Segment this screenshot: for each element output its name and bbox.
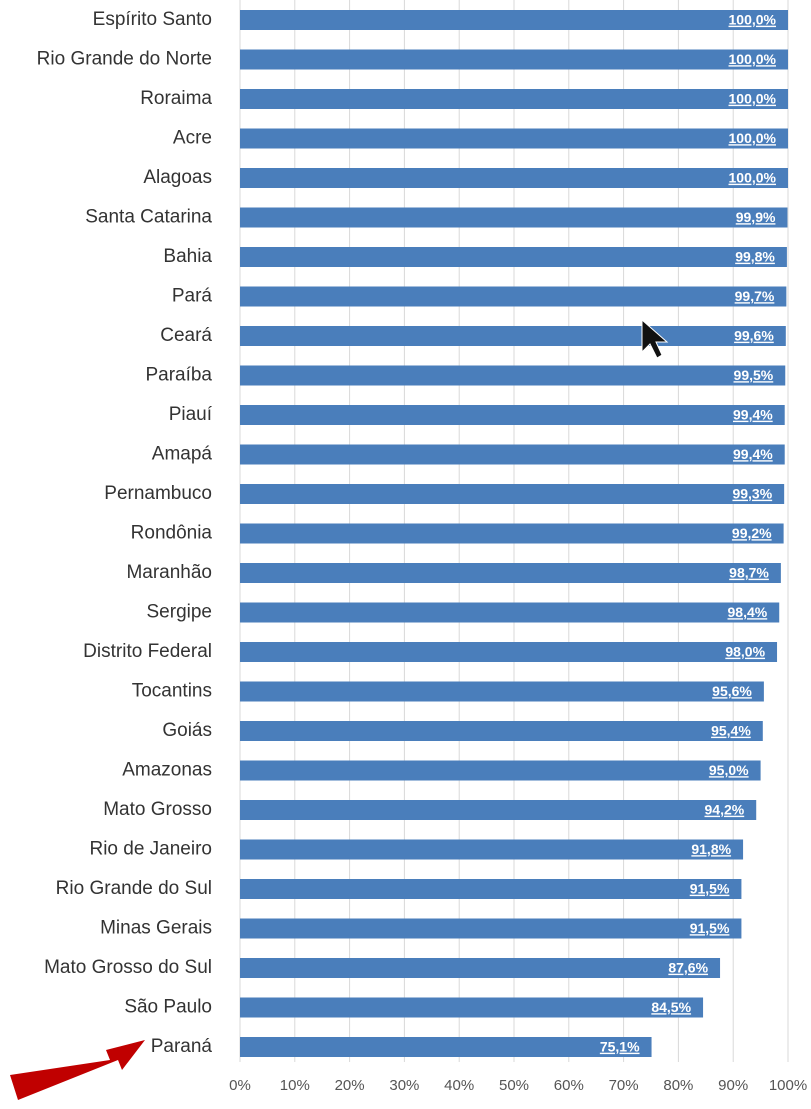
value-label: 94,2%	[705, 802, 745, 818]
bar	[240, 128, 788, 149]
cursor	[641, 318, 669, 359]
bars: Espírito Santo 100,0% Rio Grande do Norte 1…	[37, 9, 788, 1057]
x-tick-label: 0%	[229, 1077, 251, 1094]
value-label: 95,6%	[712, 683, 752, 699]
category-label: Minas Gerais	[100, 918, 212, 939]
category-label: Sergipe	[147, 602, 213, 623]
category-label: Acre	[173, 128, 212, 149]
category-label: Mato Grosso do Sul	[44, 957, 212, 978]
category-label: Ceará	[160, 325, 212, 346]
bar	[240, 642, 778, 662]
category-label: Santa Catarina	[85, 207, 212, 228]
x-tick-label: 90%	[718, 1077, 748, 1094]
x-tick-label: 80%	[663, 1077, 693, 1094]
category-label: Paraíba	[145, 365, 212, 386]
bar	[240, 49, 788, 70]
bar	[240, 405, 785, 425]
x-tick-label: 40%	[444, 1077, 474, 1094]
value-label: 99,3%	[732, 486, 772, 502]
category-label: Amapá	[152, 444, 213, 465]
value-label: 95,0%	[709, 762, 749, 778]
bar	[240, 286, 787, 307]
x-tick-label: 30%	[389, 1077, 419, 1094]
category-label: Mato Grosso	[103, 799, 212, 820]
value-label: 98,7%	[729, 565, 769, 581]
arrow	[10, 1040, 145, 1100]
bar	[240, 681, 764, 702]
x-tick-label: 100%	[769, 1077, 807, 1094]
category-label: Maranhão	[126, 562, 212, 583]
bar	[240, 89, 788, 109]
category-label: Rondônia	[131, 523, 213, 544]
value-label: 99,6%	[734, 328, 774, 344]
bar	[240, 839, 744, 860]
bar	[240, 958, 721, 978]
bar	[240, 168, 788, 188]
bar	[240, 918, 742, 939]
value-label: 99,8%	[735, 249, 775, 265]
category-label: Rio Grande do Sul	[56, 878, 212, 899]
bar	[240, 247, 787, 267]
value-label: 99,9%	[736, 209, 776, 225]
value-label: 100,0%	[729, 91, 777, 107]
category-label: Goiás	[162, 720, 212, 741]
value-label: 95,4%	[711, 723, 751, 739]
bar	[240, 760, 761, 781]
bar	[240, 800, 757, 820]
category-label: Pará	[172, 286, 213, 307]
bar	[240, 444, 785, 465]
category-label: Roraima	[140, 88, 212, 109]
bar	[240, 207, 788, 228]
value-label: 99,4%	[733, 407, 773, 423]
bar	[240, 879, 742, 899]
category-label: Distrito Federal	[83, 641, 212, 662]
value-label: 100,0%	[729, 130, 777, 146]
category-label: Alagoas	[143, 167, 212, 188]
bar	[240, 1037, 652, 1057]
category-label: Piauí	[169, 404, 213, 425]
bar	[240, 484, 785, 504]
x-tick-label: 50%	[499, 1077, 529, 1094]
bar	[240, 10, 788, 30]
category-label: São Paulo	[124, 997, 212, 1018]
value-label: 99,4%	[733, 446, 773, 462]
value-label: 91,5%	[690, 881, 730, 897]
category-label: Rio Grande do Norte	[37, 49, 212, 70]
category-label: Bahia	[163, 246, 212, 267]
category-label: Pernambuco	[104, 483, 212, 504]
x-tick-label: 60%	[554, 1077, 584, 1094]
value-label: 100,0%	[729, 170, 777, 186]
value-label: 100,0%	[729, 12, 777, 28]
value-label: 75,1%	[600, 1039, 640, 1055]
bar	[240, 523, 784, 544]
value-label: 99,5%	[734, 367, 774, 383]
category-label: Tocantins	[132, 681, 212, 702]
value-label: 91,5%	[690, 920, 730, 936]
category-label: Paraná	[151, 1036, 213, 1057]
bar	[240, 721, 763, 741]
x-tick-label: 10%	[280, 1077, 310, 1094]
bar	[240, 365, 786, 386]
category-label: Espírito Santo	[93, 9, 212, 30]
category-label: Rio de Janeiro	[89, 839, 212, 860]
value-label: 91,8%	[691, 841, 731, 857]
bar	[240, 997, 704, 1018]
bar	[240, 326, 786, 346]
value-label: 100,0%	[729, 51, 777, 67]
value-label: 84,5%	[651, 999, 691, 1015]
bar	[240, 602, 780, 623]
x-tick-label: 70%	[609, 1077, 639, 1094]
value-label: 87,6%	[668, 960, 708, 976]
value-label: 98,4%	[728, 604, 768, 620]
value-label: 99,7%	[735, 288, 775, 304]
value-label: 98,0%	[725, 644, 765, 660]
x-tick-label: 20%	[335, 1077, 365, 1094]
bar	[240, 563, 781, 583]
value-label: 99,2%	[732, 525, 772, 541]
category-label: Amazonas	[122, 760, 212, 781]
